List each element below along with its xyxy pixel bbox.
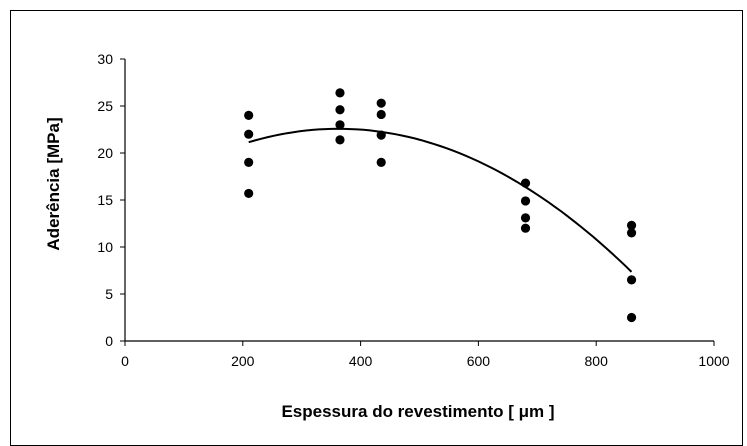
data-point: [376, 130, 386, 140]
data-point: [626, 220, 637, 230]
x-tick-label: 800: [585, 353, 609, 369]
chart-frame: 0 200 400 600 800 1000 0 5 10 15 20 25 30 Espessura …: [10, 10, 743, 446]
data-point: [520, 223, 531, 233]
data-point: [626, 275, 637, 285]
y-tick-label: 20: [97, 145, 113, 161]
x-tick-label: 600: [467, 353, 491, 369]
data-point: [376, 98, 386, 108]
data-point: [376, 157, 386, 167]
data-point: [626, 312, 637, 323]
data-point: [244, 188, 254, 199]
y-tick-label: 30: [97, 51, 113, 67]
data-point: [244, 110, 254, 120]
data-point: [335, 120, 345, 130]
data-point: [376, 109, 386, 120]
tick-labels: 0 200 400 600 800 1000 0 5 10 15 20 25 30: [97, 51, 729, 369]
x-tick-label: 400: [349, 353, 373, 369]
data-point: [335, 105, 345, 115]
y-axis-label: Aderência [MPa]: [44, 117, 63, 250]
y-tick-label: 10: [97, 239, 113, 255]
data-point: [335, 88, 345, 98]
y-tick-label: 15: [97, 192, 113, 208]
data-point: [626, 228, 637, 238]
data-points: [244, 88, 637, 323]
y-tick-label: 0: [105, 333, 113, 349]
data-point: [335, 135, 345, 145]
x-tick-label: 200: [231, 353, 255, 369]
trendline-group: [248, 127, 633, 273]
scatter-chart: 0 200 400 600 800 1000 0 5 10 15 20 25 30 Espessura …: [44, 51, 730, 421]
data-point: [520, 213, 531, 223]
data-point: [244, 157, 254, 167]
trendline: [248, 127, 633, 273]
x-tick-label: 1000: [698, 353, 729, 369]
x-tick-label: 0: [121, 353, 129, 369]
data-point: [520, 178, 531, 188]
x-axis-label: Espessura do revestimento [ μm ]: [281, 402, 554, 421]
data-point: [244, 129, 254, 139]
data-point: [520, 196, 531, 206]
y-tick-label: 5: [105, 286, 113, 302]
y-tick-label: 25: [97, 98, 113, 114]
axes: [120, 58, 715, 346]
